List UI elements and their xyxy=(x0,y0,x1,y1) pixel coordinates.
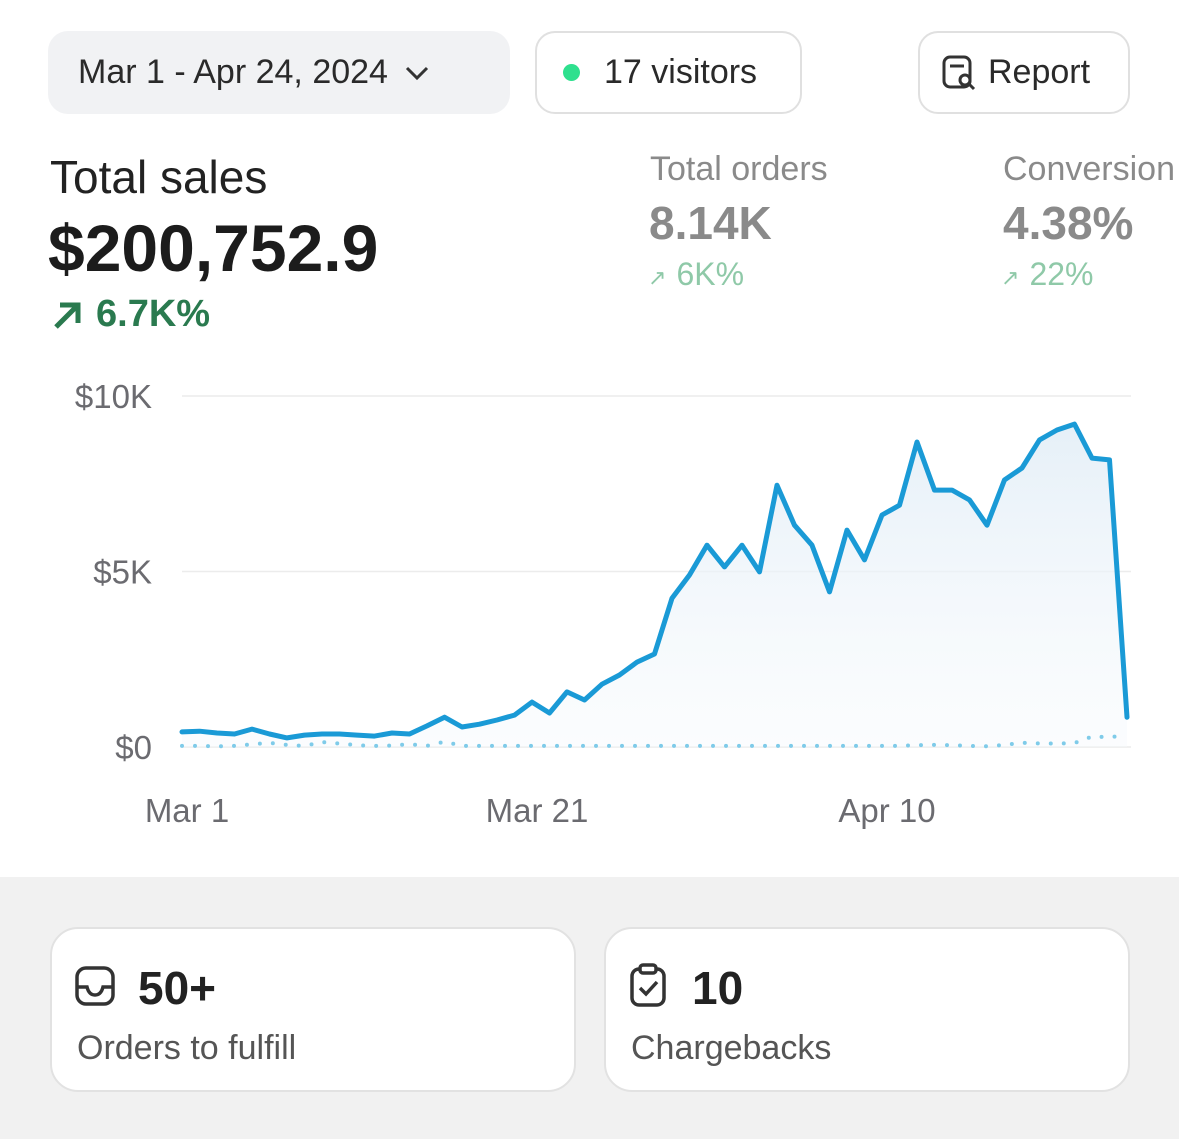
sales-chart: $0 $5K $10K Mar 1 Mar 21 Apr 10 xyxy=(75,378,1131,829)
metric-change-row: ↗ 22% xyxy=(1001,256,1094,292)
report-icon xyxy=(942,55,976,90)
sales-line xyxy=(179,421,1130,741)
y-tick-label: $10K xyxy=(75,378,152,415)
metric-label: Total sales xyxy=(50,151,268,203)
orders-card[interactable]: 50+ Orders to fulfill xyxy=(50,927,576,1092)
y-tick-label: $0 xyxy=(115,729,152,766)
x-tick-label: Apr 10 xyxy=(838,792,935,829)
date-range: Mar 1 - Apr 24, 2024 xyxy=(78,53,388,91)
clipboard-icon xyxy=(630,963,666,1007)
chevron-icon xyxy=(405,66,429,80)
inbox-icon xyxy=(75,966,115,1006)
report-button[interactable]: Report xyxy=(918,31,1130,114)
visitors-button[interactable]: 17 visitors xyxy=(535,31,802,114)
metric-label: Total orders xyxy=(650,150,828,188)
card-label: Chargebacks xyxy=(631,1029,832,1067)
card-label: Orders to fulfill xyxy=(77,1029,297,1067)
metric-value: 4.38% xyxy=(1003,197,1134,249)
metric-label: Conversion xyxy=(1003,150,1175,188)
metric-value: $200,752.9 xyxy=(48,211,379,285)
visitors: 17 visitors xyxy=(604,53,758,91)
secondary-metrics: Total orders 8.14K ↗ 6K% Conversion 4.38%… xyxy=(0,150,1179,300)
metric-change: 22% xyxy=(1029,256,1094,292)
chargebacks-card[interactable]: 10 Chargebacks xyxy=(604,927,1130,1092)
live-dot xyxy=(563,64,580,81)
metric-value: 8.14K xyxy=(649,197,772,249)
metric-change-row: ↗ 6K% xyxy=(648,256,745,292)
metric-change-row: 6.7K% xyxy=(50,293,210,336)
date-range-button[interactable]: Mar 1 - Apr 24, 2024 xyxy=(48,31,510,114)
y-tick-label: $5K xyxy=(93,554,152,591)
report: Report xyxy=(988,53,1091,91)
x-tick-label: Mar 1 xyxy=(145,792,229,829)
up-arrow xyxy=(54,302,81,329)
card-value: 50+ xyxy=(138,962,217,1014)
metric-change: 6K% xyxy=(676,256,745,292)
card-value: 10 xyxy=(692,962,744,1014)
metric-change: 6.7K% xyxy=(96,293,211,335)
x-tick-label: Mar 21 xyxy=(486,792,589,829)
area-fill xyxy=(182,424,1127,747)
